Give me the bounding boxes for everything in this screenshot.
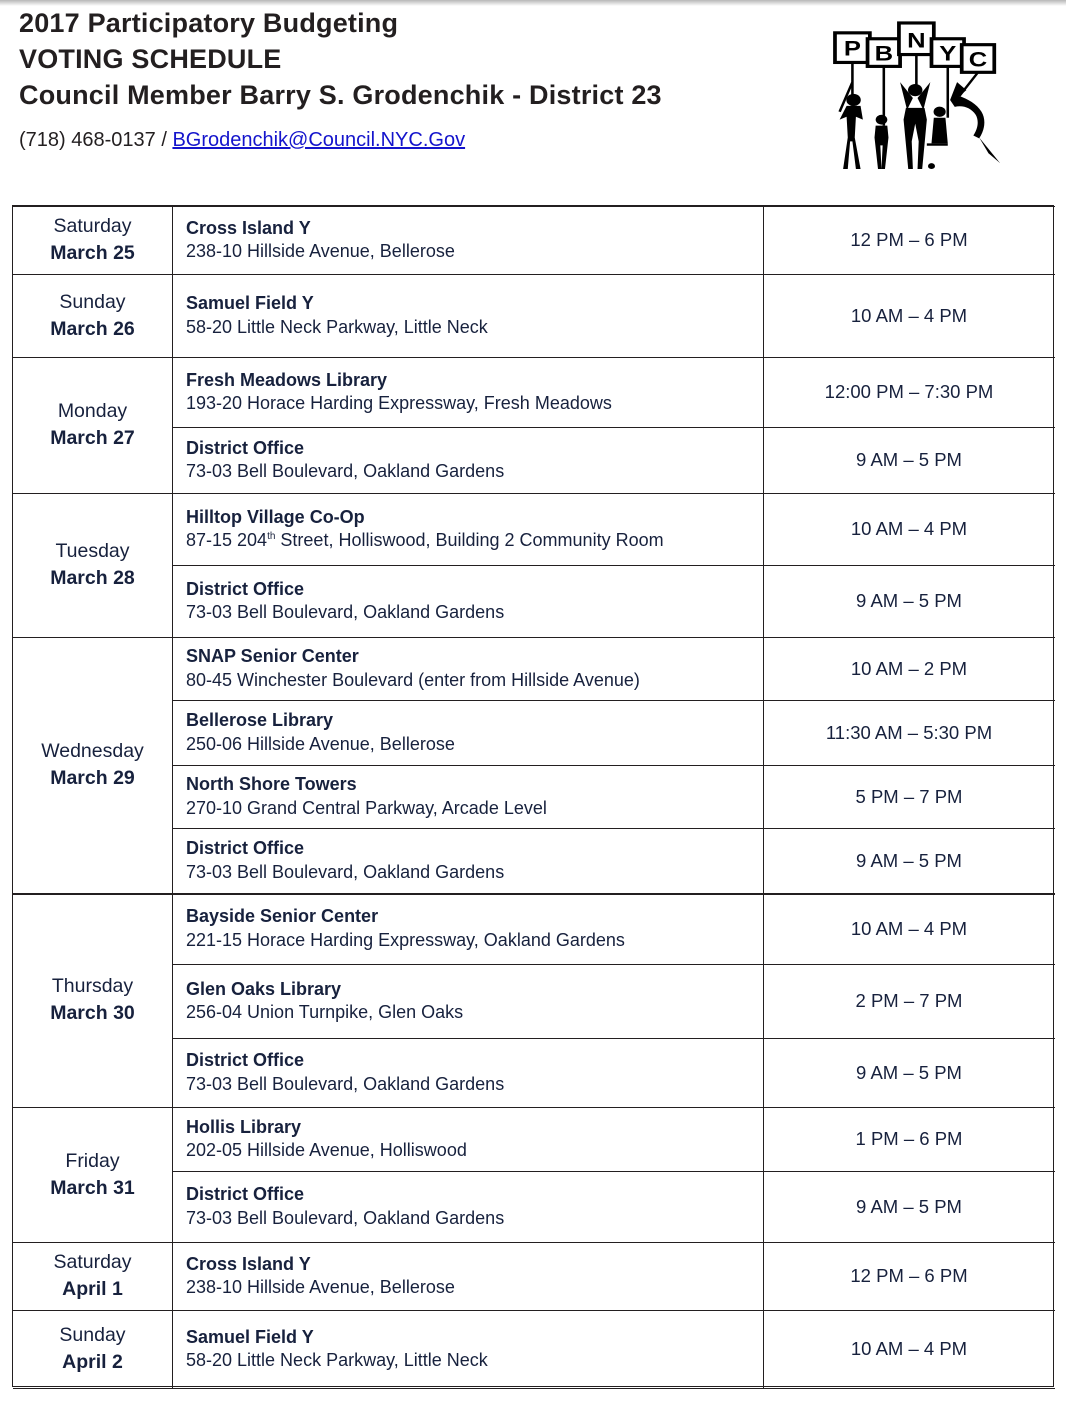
svg-text:Y: Y <box>939 42 956 66</box>
svg-text:P: P <box>844 37 861 61</box>
svg-text:N: N <box>907 29 925 53</box>
svg-text:B: B <box>875 42 893 66</box>
svg-text:C: C <box>969 48 987 72</box>
